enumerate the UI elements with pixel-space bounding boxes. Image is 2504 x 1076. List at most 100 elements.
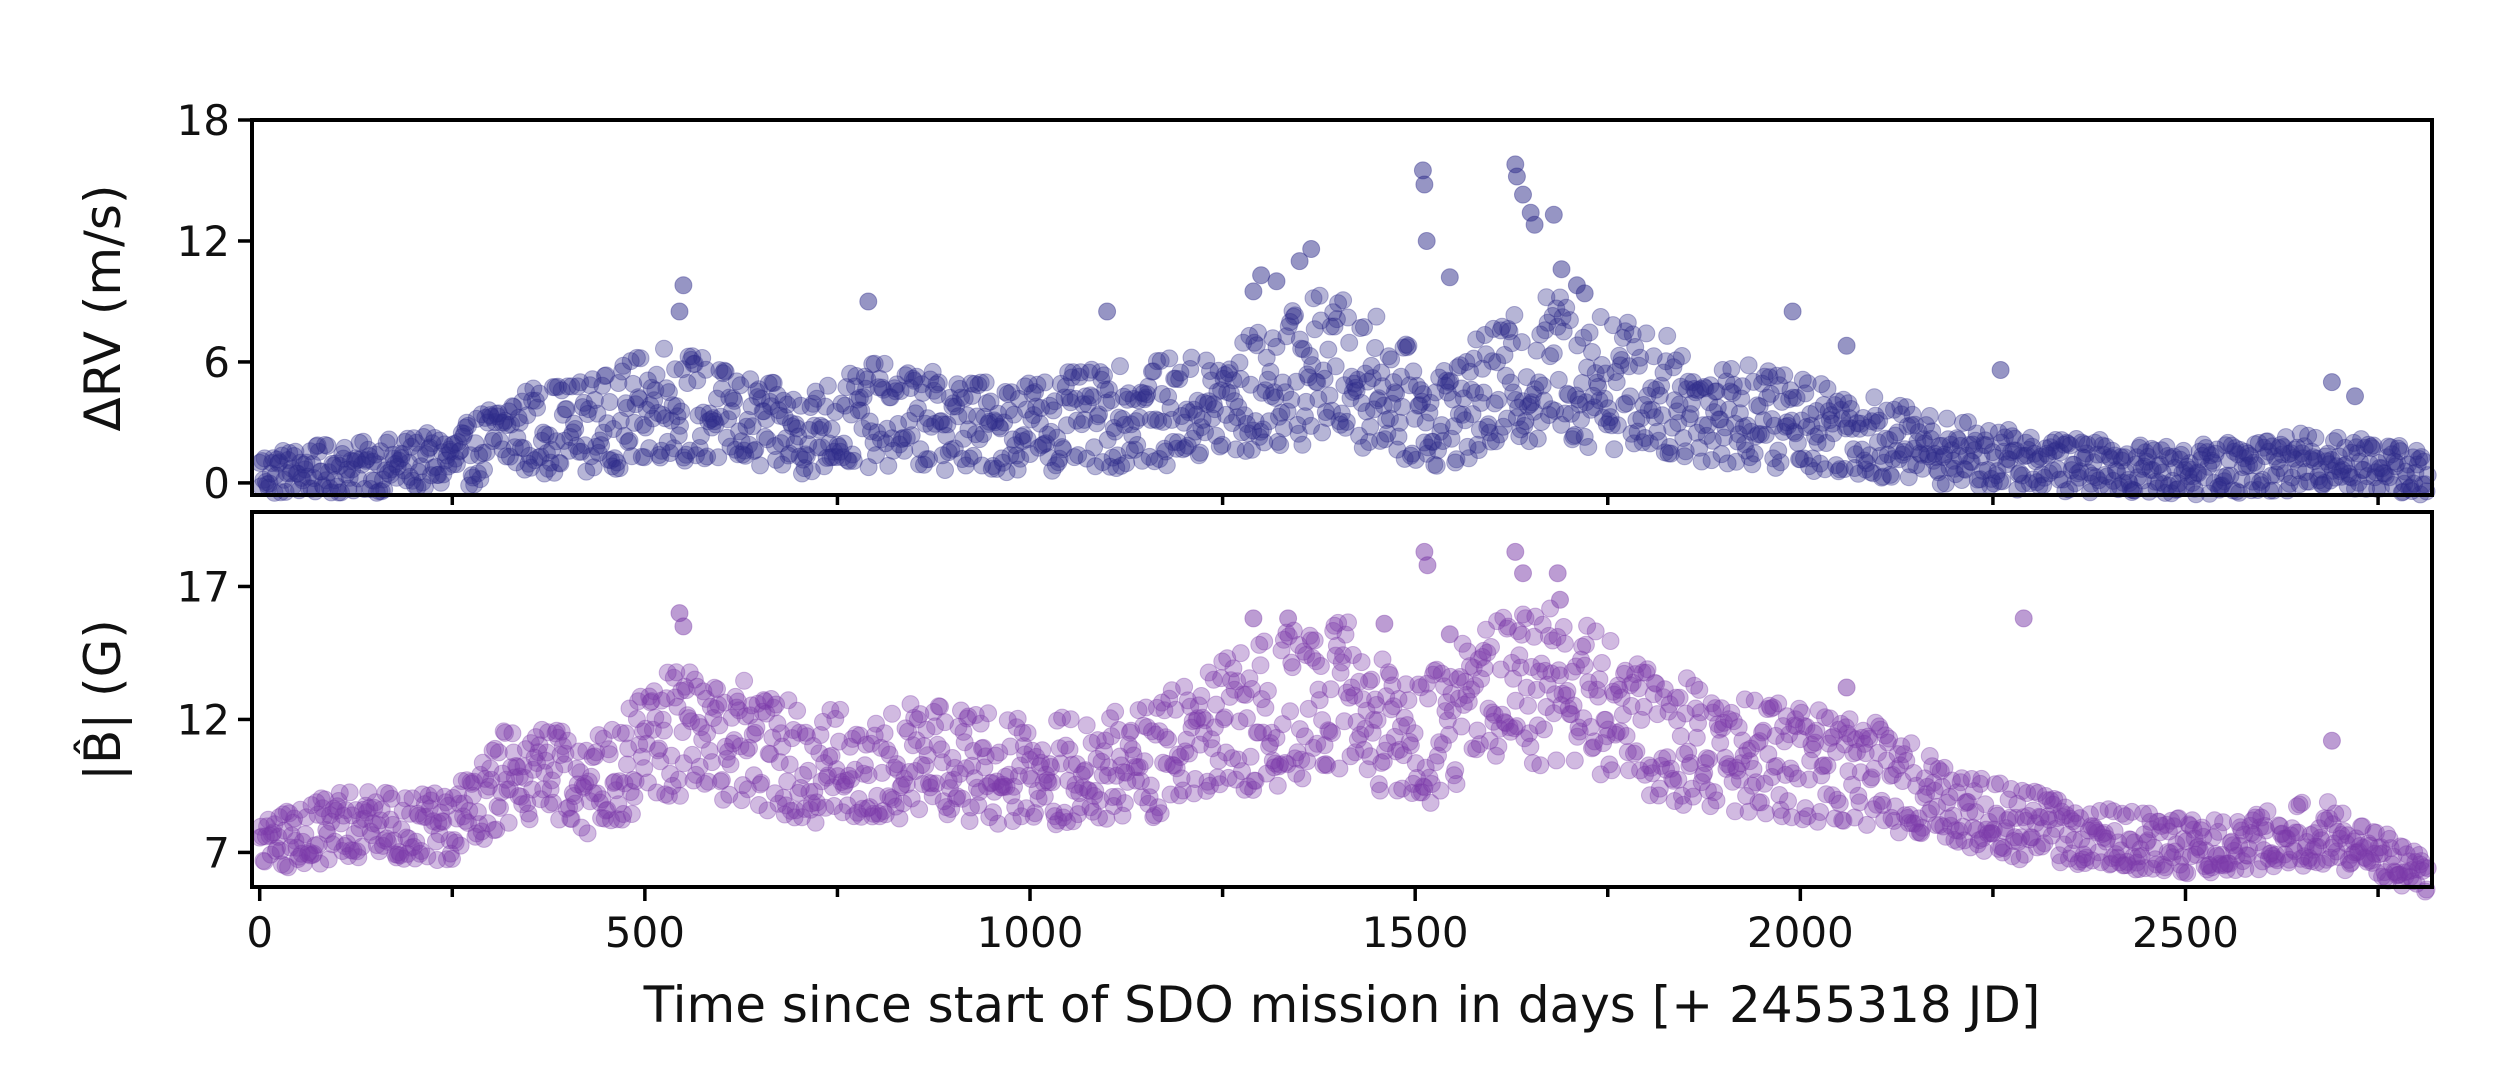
delta-rv-point <box>1030 414 1049 433</box>
field-strength-point <box>1251 656 1270 675</box>
delta-rv-point <box>797 447 816 465</box>
delta-rv-point <box>1574 328 1593 347</box>
delta-rv-point <box>952 388 970 407</box>
delta-rv-point <box>1078 395 1097 414</box>
delta-rv-point <box>381 465 400 484</box>
delta-rv-point <box>1146 410 1165 429</box>
delta-rv-point <box>852 401 871 420</box>
delta-rv-point <box>1298 365 1317 384</box>
delta-rv-point <box>1860 446 1879 465</box>
delta-rv-point <box>1050 449 1069 468</box>
delta-rv-point <box>842 405 861 424</box>
field-strength-point <box>582 767 601 786</box>
delta-rv-point <box>519 454 538 473</box>
delta-rv-point <box>392 449 411 468</box>
delta-rv-point <box>1157 456 1176 475</box>
delta-rv-point <box>1712 445 1731 464</box>
delta-rv-point <box>417 445 436 464</box>
field-strength-point <box>1231 644 1250 663</box>
delta-rv-point <box>678 374 697 392</box>
delta-rv-point <box>1267 272 1286 291</box>
delta-rv-point <box>1231 370 1250 388</box>
delta-rv-point <box>1844 440 1863 459</box>
delta-rv-point <box>1543 307 1562 325</box>
field-strength-point <box>1575 656 1594 675</box>
delta-rv-point <box>264 449 283 468</box>
delta-rv-point <box>761 392 779 411</box>
delta-rv-point <box>1648 422 1667 441</box>
delta-rv-point <box>1323 401 1341 420</box>
delta-rv-point <box>696 360 715 379</box>
delta-rv-point <box>698 447 717 466</box>
delta-rv-point <box>774 391 793 410</box>
x-axis-label: Time since start of SDO mission in days … <box>643 976 2041 1034</box>
field-strength-point <box>2293 793 2311 812</box>
delta-rv-point <box>1721 382 1740 401</box>
delta-rv-point <box>1325 317 1344 336</box>
delta-rv-point <box>1191 443 1210 462</box>
delta-rv-point <box>1922 430 1940 448</box>
delta-rv-point <box>1249 323 1267 342</box>
field-strength-point <box>1671 727 1690 746</box>
delta-rv-point <box>1979 422 1998 440</box>
delta-rv-point <box>908 399 927 418</box>
delta-rv-point <box>1069 446 1088 465</box>
delta-rv-point <box>1891 396 1910 415</box>
delta-rv-point <box>1049 453 1068 472</box>
delta-rv-point <box>1615 395 1634 414</box>
delta-rv-point <box>1930 437 1949 455</box>
delta-rv-point <box>1811 454 1830 473</box>
delta-rv-point <box>913 383 932 402</box>
delta-rv-point <box>862 422 880 441</box>
delta-rv-point <box>272 446 291 465</box>
delta-rv-point <box>764 374 783 392</box>
delta-rv-point <box>1819 402 1838 421</box>
delta-rv-point <box>992 449 1011 468</box>
delta-rv-point <box>896 366 915 385</box>
field-strength-point <box>735 671 754 690</box>
delta-rv-point <box>1363 369 1382 388</box>
delta-rv-point <box>1224 371 1243 390</box>
delta-rv-point <box>505 438 524 457</box>
delta-rv-point <box>1541 347 1560 366</box>
delta-rv-point <box>870 369 889 388</box>
delta-rv-point <box>758 430 777 449</box>
delta-rv-point <box>1649 431 1668 450</box>
delta-rv-point <box>1759 362 1778 381</box>
delta-rv-point <box>1225 392 1244 411</box>
delta-rv-point <box>1931 475 1950 494</box>
delta-rv-point <box>1207 426 1226 445</box>
delta-rv-point <box>467 409 486 428</box>
delta-rv-point <box>680 441 699 460</box>
delta-rv-point <box>1888 423 1907 442</box>
delta-rv-point <box>1141 410 1160 429</box>
delta-rv-point <box>563 423 582 442</box>
delta-rv-point <box>1176 439 1195 457</box>
delta-rv-point <box>1383 394 1402 413</box>
delta-rv-point <box>1462 380 1481 399</box>
delta-rv-point <box>616 394 635 413</box>
delta-rv-point <box>1244 421 1263 440</box>
delta-rv-point <box>1824 424 1843 443</box>
delta-rv-point <box>584 458 603 477</box>
delta-rv-point <box>1469 441 1488 459</box>
delta-rv-point <box>354 432 373 451</box>
delta-rv-point <box>1413 392 1431 411</box>
delta-rv-point <box>1807 402 1826 420</box>
delta-rv-point <box>1236 441 1255 460</box>
delta-rv-point <box>545 463 564 482</box>
delta-rv-point <box>1447 450 1466 469</box>
field-strength-point <box>1617 727 1636 745</box>
delta-rv-point <box>589 443 608 462</box>
delta-rv-point <box>468 464 487 483</box>
delta-rv-point <box>466 434 485 453</box>
delta-rv-point <box>1938 409 1956 428</box>
delta-rv-point <box>730 422 749 441</box>
delta-rv-point <box>1530 373 1548 392</box>
field-strength-point <box>703 753 721 772</box>
delta-rv-point <box>1341 389 1360 408</box>
delta-rv-point <box>655 339 673 358</box>
field-strength-point <box>831 700 850 719</box>
delta-rv-point <box>1676 442 1695 461</box>
delta-rv-point <box>608 453 627 472</box>
